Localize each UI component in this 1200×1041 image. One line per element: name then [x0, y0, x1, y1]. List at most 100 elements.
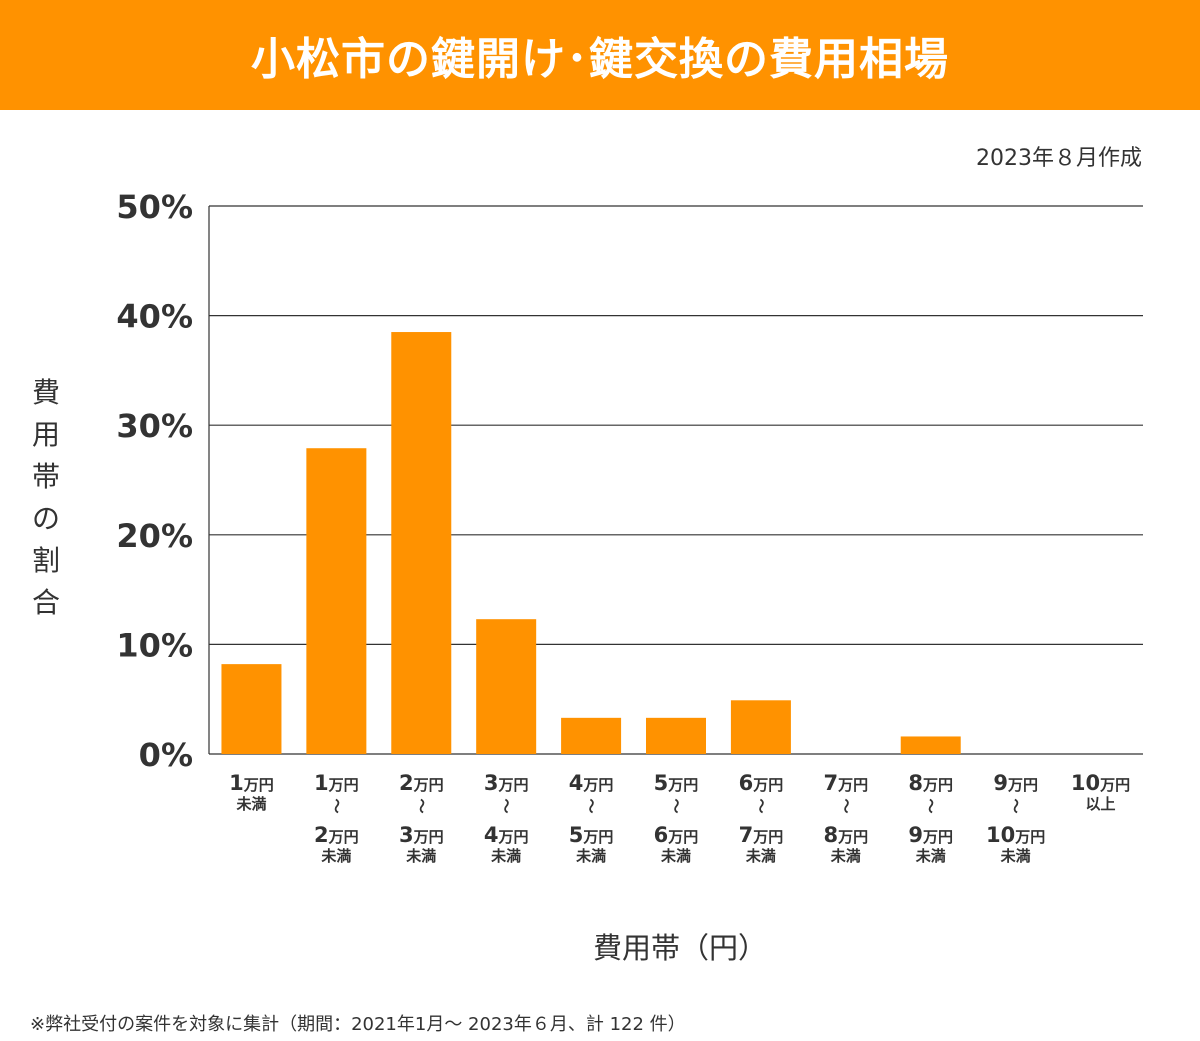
x-tick-unit: 万円 [837, 776, 868, 794]
x-tick-sublabel: 未満 [490, 847, 521, 865]
x-tick-label: 4万円 [569, 771, 614, 795]
x-tick-range-mark: ～ [837, 798, 855, 813]
x-tick-unit: 万円 [1014, 828, 1045, 846]
x-tick-range-mark: ～ [752, 798, 770, 813]
x-tick-sublabel: 未満 [915, 847, 946, 865]
x-tick-number: 8 [908, 771, 923, 795]
x-tick-sublabel: 以上 [1086, 795, 1116, 813]
x-tick-label: 8万円 [908, 771, 953, 795]
x-axis-label: 費用帯（円） [592, 931, 767, 965]
x-tick-number: 1 [229, 771, 244, 795]
x-tick-label: 5万円 [569, 823, 614, 847]
x-tick-unit: 万円 [497, 776, 528, 794]
x-tick-number: 2 [314, 823, 329, 847]
x-tick-number: 2 [399, 771, 414, 795]
x-tick-label: 6万円 [654, 823, 699, 847]
x-tick-label: 6万円 [739, 771, 784, 795]
y-axis-label-char: 用 [31, 418, 60, 451]
x-tick-label: 3万円 [484, 771, 529, 795]
x-tick-range-mark: ～ [497, 798, 515, 813]
y-tick-label: 20% [116, 517, 193, 555]
x-tick-number: 3 [399, 823, 414, 847]
x-tick-unit: 万円 [497, 828, 528, 846]
x-tick-number: 7 [823, 771, 838, 795]
y-tick-label: 50% [116, 188, 193, 226]
x-tick-unit: 万円 [582, 776, 613, 794]
x-tick-number: 6 [654, 823, 669, 847]
x-tick-unit: 万円 [243, 776, 274, 794]
x-tick-range-mark: ～ [582, 798, 600, 813]
x-tick-unit: 万円 [1007, 776, 1038, 794]
x-tick-unit: 万円 [582, 828, 613, 846]
x-tick-number: 4 [484, 823, 499, 847]
x-tick-range-mark: ～ [922, 798, 940, 813]
x-tick-range-mark: ～ [327, 798, 345, 813]
x-tick-label: 2万円 [314, 823, 359, 847]
x-tick-sublabel: 未満 [830, 847, 861, 865]
bar [561, 717, 622, 754]
y-axis-label-char: 費 [31, 376, 60, 409]
y-axis-label-char: 割 [31, 544, 60, 577]
x-tick-number: 10 [1071, 771, 1100, 795]
x-tick-unit: 万円 [667, 828, 698, 846]
bar [306, 448, 367, 754]
x-tick-label: 3万円 [399, 823, 444, 847]
y-axis-label-char: 帯 [31, 460, 60, 493]
x-tick-label: 1万円 [229, 771, 274, 795]
x-tick-label: 10万円 [1071, 771, 1130, 795]
x-tick-sublabel: 未満 [745, 847, 776, 865]
x-tick-number: 5 [569, 823, 584, 847]
x-tick-number: 9 [993, 771, 1008, 795]
x-tick-range-mark: ～ [412, 798, 430, 813]
x-tick-label: 9万円 [993, 771, 1038, 795]
footnote: ※弊社受付の案件を対象に集計（期間：2021年1月～ 2023年６月、計 122… [30, 1014, 686, 1035]
bar [391, 332, 452, 754]
x-tick-sublabel: 未満 [405, 847, 436, 865]
bar [646, 717, 706, 754]
bar [900, 736, 961, 754]
x-tick-sublabel: 未満 [660, 847, 691, 865]
x-tick-unit: 万円 [752, 828, 783, 846]
x-tick-label: 7万円 [739, 823, 784, 847]
x-tick-label: 5万円 [654, 771, 699, 795]
x-tick-number: 3 [484, 771, 499, 795]
x-tick-number: 10 [986, 823, 1015, 847]
y-axis-label-char: の [31, 502, 60, 535]
x-tick-unit: 万円 [328, 776, 359, 794]
x-tick-sublabel: 未満 [320, 847, 351, 865]
x-tick-unit: 万円 [667, 776, 698, 794]
y-axis-label: 費用帯の割合 [26, 372, 66, 624]
x-tick-number: 7 [739, 823, 754, 847]
x-tick-label: 4万円 [484, 823, 529, 847]
header-banner: 小松市の鍵開け･鍵交換の費用相場 [0, 0, 1200, 110]
x-tick-sublabel: 未満 [1000, 847, 1031, 865]
x-tick-unit: 万円 [922, 828, 953, 846]
x-tick-unit: 万円 [413, 776, 444, 794]
y-tick-label: 0% [139, 736, 193, 774]
date-note: 2023年８月作成 [976, 146, 1142, 171]
x-tick-unit: 万円 [922, 776, 953, 794]
x-tick-number: 4 [569, 771, 584, 795]
x-tick-unit: 万円 [413, 828, 444, 846]
bar [476, 619, 537, 754]
x-tick-label: 1万円 [314, 771, 359, 795]
x-tick-sublabel: 未満 [575, 847, 606, 865]
y-tick-label: 30% [116, 407, 193, 445]
chart-title: 小松市の鍵開け･鍵交換の費用相場 [251, 34, 949, 85]
x-tick-number: 1 [314, 771, 329, 795]
bar [730, 700, 791, 754]
x-tick-number: 9 [908, 823, 923, 847]
x-tick-label: 2万円 [399, 771, 444, 795]
x-tick-unit: 万円 [328, 828, 359, 846]
x-tick-number: 8 [823, 823, 838, 847]
x-tick-unit: 万円 [752, 776, 783, 794]
x-tick-label: 7万円 [823, 771, 868, 795]
x-tick-range-mark: ～ [667, 798, 685, 813]
x-tick-label: 9万円 [908, 823, 953, 847]
x-tick-label: 10万円 [986, 823, 1045, 847]
x-tick-unit: 万円 [1099, 776, 1130, 794]
x-tick-number: 6 [739, 771, 754, 795]
x-tick-unit: 万円 [837, 828, 868, 846]
bar [221, 664, 282, 754]
